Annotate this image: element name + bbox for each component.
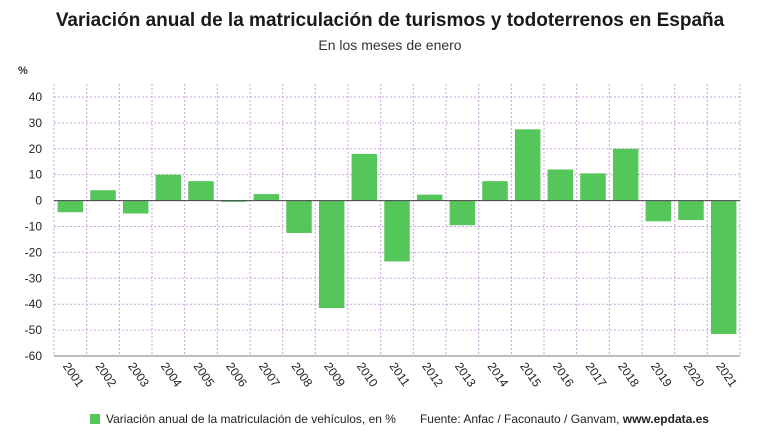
bar-2017: [580, 173, 606, 201]
x-tick-label: 2020: [681, 360, 708, 390]
y-tick-label: 20: [29, 142, 43, 156]
bar-2021: [710, 200, 737, 334]
bar-2014: [482, 181, 508, 201]
y-tick-label: -40: [25, 297, 43, 311]
y-axis: 40 30 20 10 0 -10 -20 -30 -40 -50 -60: [25, 90, 43, 363]
x-tick-label: 2010: [354, 360, 381, 390]
legend-swatch: [90, 414, 100, 424]
y-tick-label: -10: [25, 219, 43, 233]
y-tick-label: -20: [25, 245, 43, 259]
x-tick-label: 2005: [191, 360, 218, 390]
bar-2007: [253, 194, 280, 201]
bar-2006: [220, 200, 247, 202]
source-prefix: Fuente: Anfac / Faconauto / Ganvam,: [419, 412, 623, 426]
chart-footer: Variación anual de la matriculación de v…: [90, 412, 709, 426]
x-tick-label: 2008: [289, 360, 316, 390]
bar-2003: [122, 200, 149, 214]
bars-group: [54, 129, 740, 334]
x-tick-label: 2002: [93, 360, 120, 390]
bar-2008: [286, 200, 312, 233]
x-tick-label: 2012: [419, 360, 446, 390]
bar-2015: [514, 129, 541, 201]
bar-2011: [384, 200, 410, 262]
y-tick-label: -60: [25, 349, 43, 363]
chart-subtitle: En los meses de enero: [318, 37, 462, 53]
bar-2009: [318, 200, 345, 309]
x-tick-label: 2009: [321, 360, 348, 390]
legend-label: Variación anual de la matriculación de v…: [106, 412, 396, 426]
bar-2018: [612, 148, 639, 201]
bar-2012: [416, 194, 443, 201]
x-tick-label: 2013: [452, 360, 479, 390]
bar-2001: [57, 200, 84, 213]
source-text: Fuente: Anfac / Faconauto / Ganvam, www.…: [420, 412, 709, 426]
x-tick-label: 2003: [125, 360, 152, 390]
chart-title: Variación anual de la matriculación de t…: [55, 10, 725, 31]
bar-2002: [90, 190, 116, 201]
x-tick-label: 2015: [517, 360, 544, 390]
x-tick-label: 2014: [485, 360, 512, 390]
y-tick-label: -50: [25, 323, 43, 337]
bar-2013: [449, 200, 476, 226]
x-tick-label: 2019: [648, 360, 675, 390]
y-tick-label: 30: [29, 116, 43, 130]
x-tick-label: 2006: [223, 360, 250, 390]
bar-2005: [188, 181, 214, 201]
x-tick-label: 2021: [713, 360, 740, 390]
y-axis-label: %: [18, 65, 28, 77]
x-tick-label: 2007: [256, 360, 283, 390]
y-tick-label: 10: [29, 168, 43, 182]
x-tick-label: 2016: [550, 360, 577, 390]
grid-lines: [53, 84, 741, 357]
x-tick-label: 2017: [583, 360, 610, 390]
y-tick-label: 0: [35, 194, 42, 208]
bar-2020: [678, 200, 704, 220]
x-tick-label: 2011: [387, 360, 413, 389]
x-tick-label: 2001: [60, 360, 87, 390]
x-tick-label: 2004: [158, 360, 185, 390]
y-tick-label: 40: [29, 90, 43, 104]
source-site: www.epdata.es: [622, 412, 709, 426]
x-axis: 2001 2002 2003 2004 2005 2006 2007 2008 2009 2010…: [54, 355, 740, 390]
bar-2019: [645, 200, 672, 222]
x-tick-label: 2018: [615, 360, 642, 390]
bar-2010: [351, 153, 378, 201]
bar-2016: [547, 169, 574, 201]
y-tick-label: -30: [25, 271, 43, 285]
bar-2004: [155, 174, 182, 201]
